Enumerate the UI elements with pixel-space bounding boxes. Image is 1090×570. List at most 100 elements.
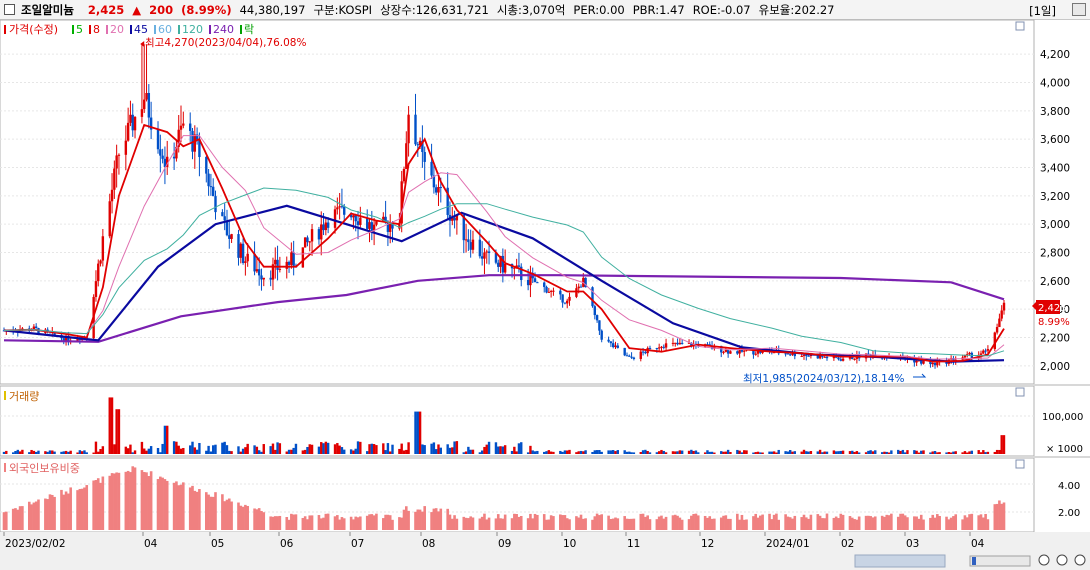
- volume-bar: [336, 443, 339, 454]
- volume-bar: [18, 451, 22, 454]
- foreign-ratio-bar: [761, 514, 764, 530]
- foreign-ratio-bar: [630, 518, 633, 530]
- foreign-ratio-bar: [726, 518, 730, 530]
- candle-body: [736, 351, 739, 354]
- candle-body: [922, 360, 925, 364]
- foreign-ratio-bar: [931, 514, 935, 530]
- candle-body: [678, 342, 682, 345]
- volume-bar: [917, 452, 921, 454]
- foreign-ratio-bar: [609, 518, 613, 530]
- foreign-ratio-bar: [354, 516, 358, 530]
- legend-label: 60: [158, 23, 172, 36]
- candle-body: [639, 351, 642, 359]
- volume-bar: [177, 445, 180, 454]
- candle-body: [99, 260, 102, 264]
- volume-bar: [963, 451, 967, 454]
- volume-bar: [471, 449, 475, 454]
- volume-bar: [207, 445, 210, 454]
- candle-body: [145, 93, 148, 100]
- volume-bar: [756, 451, 760, 454]
- candle-body: [244, 261, 247, 263]
- candle-body: [630, 356, 633, 358]
- foreign-ratio-bar: [568, 519, 571, 530]
- volume-bar: [483, 446, 486, 454]
- volume-bar: [563, 450, 567, 454]
- foreign-ratio-bar: [660, 515, 663, 530]
- ma240-line: [3, 274, 1005, 343]
- volume-bar: [113, 444, 116, 454]
- foreign-ratio-bar: [407, 510, 410, 530]
- volume-bar: [2, 451, 6, 454]
- foreign-ratio-bar: [85, 485, 89, 530]
- foreign-ratio-bars: [2, 466, 1006, 530]
- panel-settings-icon[interactable]: [1015, 459, 1025, 469]
- foreign-ratio-bar: [536, 514, 539, 530]
- candle-body: [306, 237, 309, 243]
- foreign-ratio-bar: [499, 518, 502, 530]
- period-selector[interactable]: [1일]: [1029, 4, 1056, 18]
- panel-settings-icon[interactable]: [1015, 387, 1025, 397]
- chart-scrollbar[interactable]: [854, 554, 946, 568]
- candle-body: [143, 99, 146, 110]
- foreign-ratio-bar: [922, 519, 925, 530]
- volume-bar: [333, 444, 337, 454]
- foreign-ratio-bar: [50, 494, 54, 530]
- foreign-ratio-bar: [559, 514, 562, 530]
- volume-bar: [993, 451, 997, 454]
- volume-bar: [692, 450, 695, 454]
- candle-body: [214, 196, 217, 213]
- zoom-out-icon[interactable]: [1038, 554, 1050, 566]
- foreign-ratio-bar: [276, 516, 279, 530]
- foreign-ratio-bar: [44, 498, 47, 530]
- volume-bar: [223, 441, 226, 454]
- candle-body: [133, 116, 137, 131]
- volume-bar: [166, 425, 169, 454]
- volume-bar: [372, 444, 376, 454]
- candle-body: [352, 215, 355, 218]
- foreign-ratio-bar: [853, 519, 856, 530]
- volume-bar: [568, 449, 571, 454]
- foreign-ratio-bar: [94, 480, 98, 530]
- foreign-ratio-bar: [772, 514, 776, 530]
- foreign-ratio-bar: [906, 517, 909, 530]
- volume-bar: [791, 451, 794, 454]
- zoom-in-icon[interactable]: [1056, 554, 1068, 566]
- foreign-ratio-bar: [873, 516, 877, 530]
- volume-bar: [887, 452, 891, 454]
- foreign-ratio-bar: [738, 519, 741, 530]
- foreign-ratio-bar: [262, 512, 266, 530]
- foreign-ratio-bar: [271, 516, 275, 530]
- candle-body: [455, 214, 459, 221]
- foreign-ratio-bar: [483, 513, 486, 530]
- candle-body: [386, 222, 390, 232]
- maximize-icon[interactable]: [1072, 3, 1086, 16]
- foreign-ratio-bar: [800, 517, 804, 530]
- zoom-reset-icon[interactable]: [1074, 554, 1086, 566]
- zoom-slider[interactable]: [969, 555, 1031, 567]
- foreign-ratio-bar: [793, 515, 797, 530]
- date-tick-label: 03: [906, 538, 919, 550]
- zoom-slider-handle[interactable]: [972, 557, 976, 565]
- volume-bar: [193, 447, 197, 454]
- foreign-ratio-bar: [16, 509, 20, 530]
- panel-settings-icon[interactable]: [1015, 21, 1025, 31]
- foreign-ratio-bar: [867, 515, 870, 530]
- foreign-ratio-bar: [487, 517, 491, 530]
- candle-body: [78, 339, 82, 341]
- volume-bar: [646, 451, 649, 454]
- volume-bar: [611, 450, 615, 454]
- candle-body: [322, 224, 325, 231]
- candle-body: [126, 122, 130, 141]
- volume-bar: [209, 451, 213, 454]
- volume-bar: [825, 451, 829, 454]
- foreign-ratio-bar: [416, 509, 420, 530]
- foreign-ratio-bar: [802, 514, 806, 530]
- foreign-ratio-bar: [46, 499, 49, 530]
- select-checkbox[interactable]: [4, 4, 15, 15]
- foreign-ratio-bar: [198, 489, 201, 530]
- volume-bar: [740, 452, 744, 454]
- foreign-ratio-bar: [949, 517, 953, 530]
- foreign-ratio-bar: [214, 492, 217, 530]
- foreign-ratio-bar: [995, 503, 999, 530]
